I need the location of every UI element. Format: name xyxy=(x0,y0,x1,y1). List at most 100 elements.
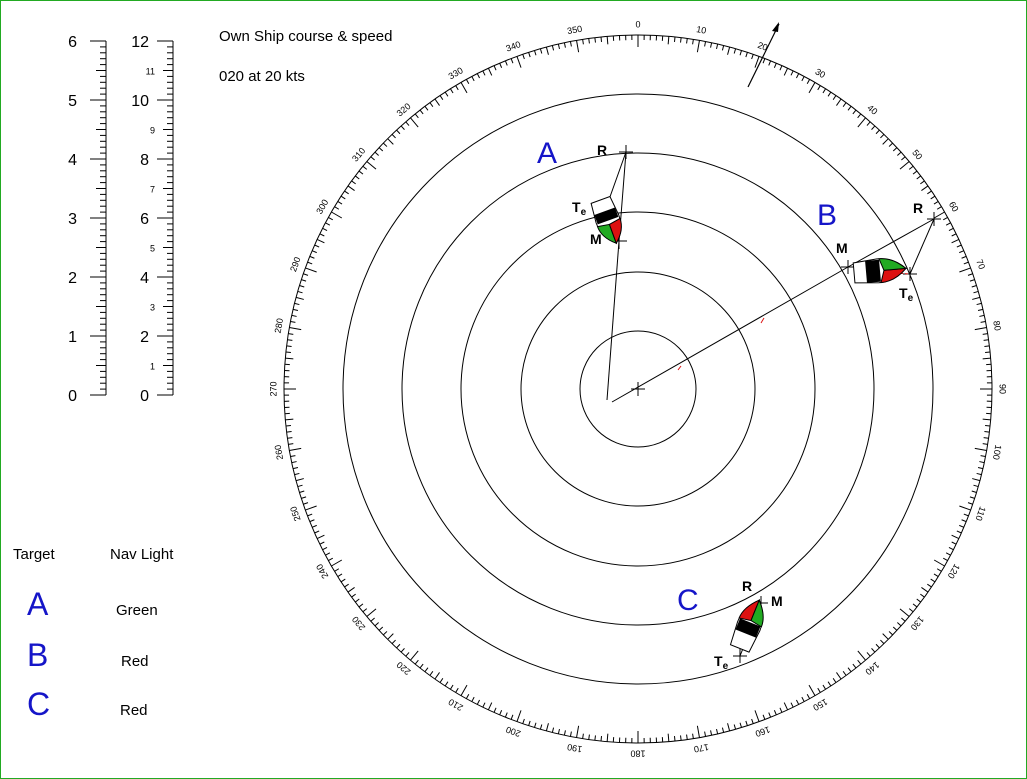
compass-tick xyxy=(429,102,434,107)
compass-tick xyxy=(976,302,982,306)
compass-tick xyxy=(980,320,986,323)
compass-tick xyxy=(959,505,971,511)
compass-tick xyxy=(522,54,525,60)
compass-tick xyxy=(400,125,405,130)
compass-tick xyxy=(287,437,293,439)
compass-tick xyxy=(600,36,603,42)
target-b-red-light xyxy=(880,267,908,284)
compass-tick xyxy=(985,351,991,354)
compass-tick xyxy=(882,633,889,640)
compass-tick xyxy=(449,684,454,690)
compass-tick xyxy=(716,728,719,735)
scale-right-label: 8 xyxy=(140,152,149,169)
compass-tick xyxy=(285,424,291,427)
compass-tick xyxy=(493,65,497,71)
compass-tick xyxy=(290,320,296,323)
compass-tick xyxy=(696,40,700,53)
scale-left-label: 1 xyxy=(68,329,77,346)
compass-tick xyxy=(951,233,957,237)
target-b-vectors xyxy=(611,212,941,403)
compass-tick xyxy=(945,552,951,556)
target-a-green-light xyxy=(596,223,618,245)
compass-tick xyxy=(331,211,343,219)
scale-left-ticks xyxy=(90,40,106,396)
heading-arrowhead-icon xyxy=(772,22,779,32)
compass-ticks xyxy=(284,35,992,743)
compass-tick xyxy=(358,603,364,608)
compass-bearing-label: 350 xyxy=(566,24,583,36)
compass-tick xyxy=(680,735,682,741)
compass-tick xyxy=(305,505,317,511)
compass-tick xyxy=(476,699,481,705)
compass-tick xyxy=(773,62,777,68)
compass-tick xyxy=(522,718,525,724)
compass-bearing-label: 40 xyxy=(865,103,879,117)
compass-tick xyxy=(328,557,334,562)
range-ring-4 xyxy=(401,152,875,626)
compass-tick xyxy=(945,222,951,226)
compass-tick xyxy=(545,723,549,732)
compass-tick xyxy=(754,710,760,722)
compass-tick xyxy=(455,85,459,91)
compass-tick xyxy=(969,279,975,282)
compass-tick xyxy=(351,593,356,598)
scale-left-label: 2 xyxy=(68,270,77,287)
compass-tick xyxy=(510,714,514,720)
compass-tick xyxy=(291,461,297,464)
legend-navlight-header: Nav Light xyxy=(110,546,174,563)
compass-tick xyxy=(871,125,876,130)
compass-tick xyxy=(295,478,304,482)
compass-tick xyxy=(307,261,313,265)
compass-tick xyxy=(948,227,954,232)
compass-tick xyxy=(424,667,429,673)
compass-tick xyxy=(588,38,590,44)
compass-tick xyxy=(289,327,302,331)
compass-bearing-label: 310 xyxy=(350,146,367,164)
compass-tick xyxy=(285,357,294,360)
range-ring-1 xyxy=(579,330,697,448)
compass-tick xyxy=(984,345,990,347)
compass-tick xyxy=(908,165,914,170)
own-ship-heading-arrow xyxy=(747,23,780,88)
compass-tick xyxy=(933,200,939,205)
compass-tick xyxy=(594,735,596,741)
compass-tick xyxy=(951,534,960,540)
scale-left: 0 1 2 3 4 5 6 xyxy=(68,34,107,405)
compass-tick xyxy=(378,147,384,152)
compass-tick xyxy=(414,659,419,665)
compass-tick xyxy=(301,496,307,499)
legend-light-a: Green xyxy=(116,602,158,619)
compass-tick xyxy=(396,643,401,649)
compass-tick xyxy=(933,559,945,567)
compass-tick xyxy=(285,418,294,421)
compass-tick xyxy=(972,296,981,300)
compass-tick xyxy=(956,244,962,248)
scale-right-label: 0 xyxy=(140,388,149,405)
compass-tick xyxy=(569,41,572,47)
compass-tick xyxy=(334,206,340,210)
compass-tick xyxy=(979,314,985,317)
compass-tick xyxy=(899,161,910,170)
compass-bearing-label: 250 xyxy=(288,505,303,523)
scale-right-minor-label: 3 xyxy=(150,303,155,313)
scale-left-label: 6 xyxy=(68,34,77,51)
compass-tick xyxy=(325,552,331,556)
compass-tick xyxy=(344,190,349,195)
target-b-r-cross xyxy=(927,212,941,226)
compass-tick xyxy=(299,490,305,493)
compass-tick xyxy=(951,238,960,244)
target-c-red-light xyxy=(738,599,761,622)
compass-tick xyxy=(316,238,325,244)
compass-tick xyxy=(696,725,700,738)
compass-tick xyxy=(288,333,294,335)
compass-tick xyxy=(337,200,343,205)
compass-bearing-label: 160 xyxy=(754,724,772,739)
compass-tick xyxy=(314,244,320,248)
compass-tick xyxy=(801,696,805,702)
compass-tick xyxy=(557,43,560,50)
compass-tick xyxy=(871,648,876,653)
compass-tick xyxy=(588,734,590,740)
compass-tick xyxy=(880,639,885,644)
compass-tick xyxy=(933,211,945,219)
